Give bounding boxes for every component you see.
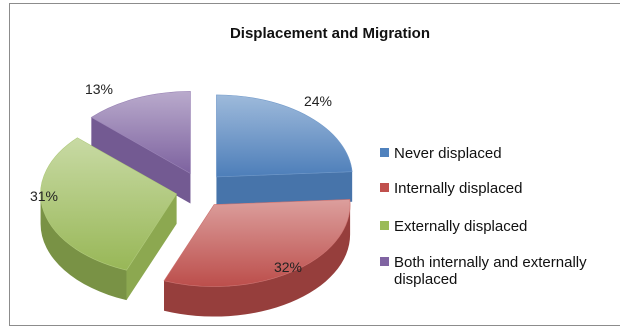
legend-item: Externally displaced xyxy=(380,218,527,235)
legend-label: Both internally and externally xyxy=(394,254,587,271)
chart-title: Displacement and Migration xyxy=(230,25,430,42)
slice-never-displaced xyxy=(216,94,353,207)
legend-label: Never displaced xyxy=(394,145,502,162)
legend-swatch xyxy=(380,257,389,266)
slice-internally-displaced xyxy=(163,199,351,317)
slice-externally-displaced xyxy=(40,137,178,301)
legend-swatch xyxy=(380,183,389,192)
legend-item: Internally displaced xyxy=(380,180,522,197)
data-label: 24% xyxy=(304,93,332,109)
legend-label: displaced xyxy=(394,271,457,288)
pie-slices xyxy=(40,91,353,317)
legend-item: Never displaced xyxy=(380,145,502,162)
legend-label: Externally displaced xyxy=(394,218,527,235)
data-label: 13% xyxy=(85,81,113,97)
legend: Never displaced Internally displaced Exter… xyxy=(380,145,587,288)
legend-swatch xyxy=(380,221,389,230)
legend-label: Internally displaced xyxy=(394,180,522,197)
data-label: 32% xyxy=(274,259,302,275)
legend-swatch xyxy=(380,148,389,157)
data-labels: 24% 32% 31% 13% xyxy=(30,81,332,275)
data-label: 31% xyxy=(30,188,58,204)
slice-both-displaced xyxy=(90,91,191,204)
